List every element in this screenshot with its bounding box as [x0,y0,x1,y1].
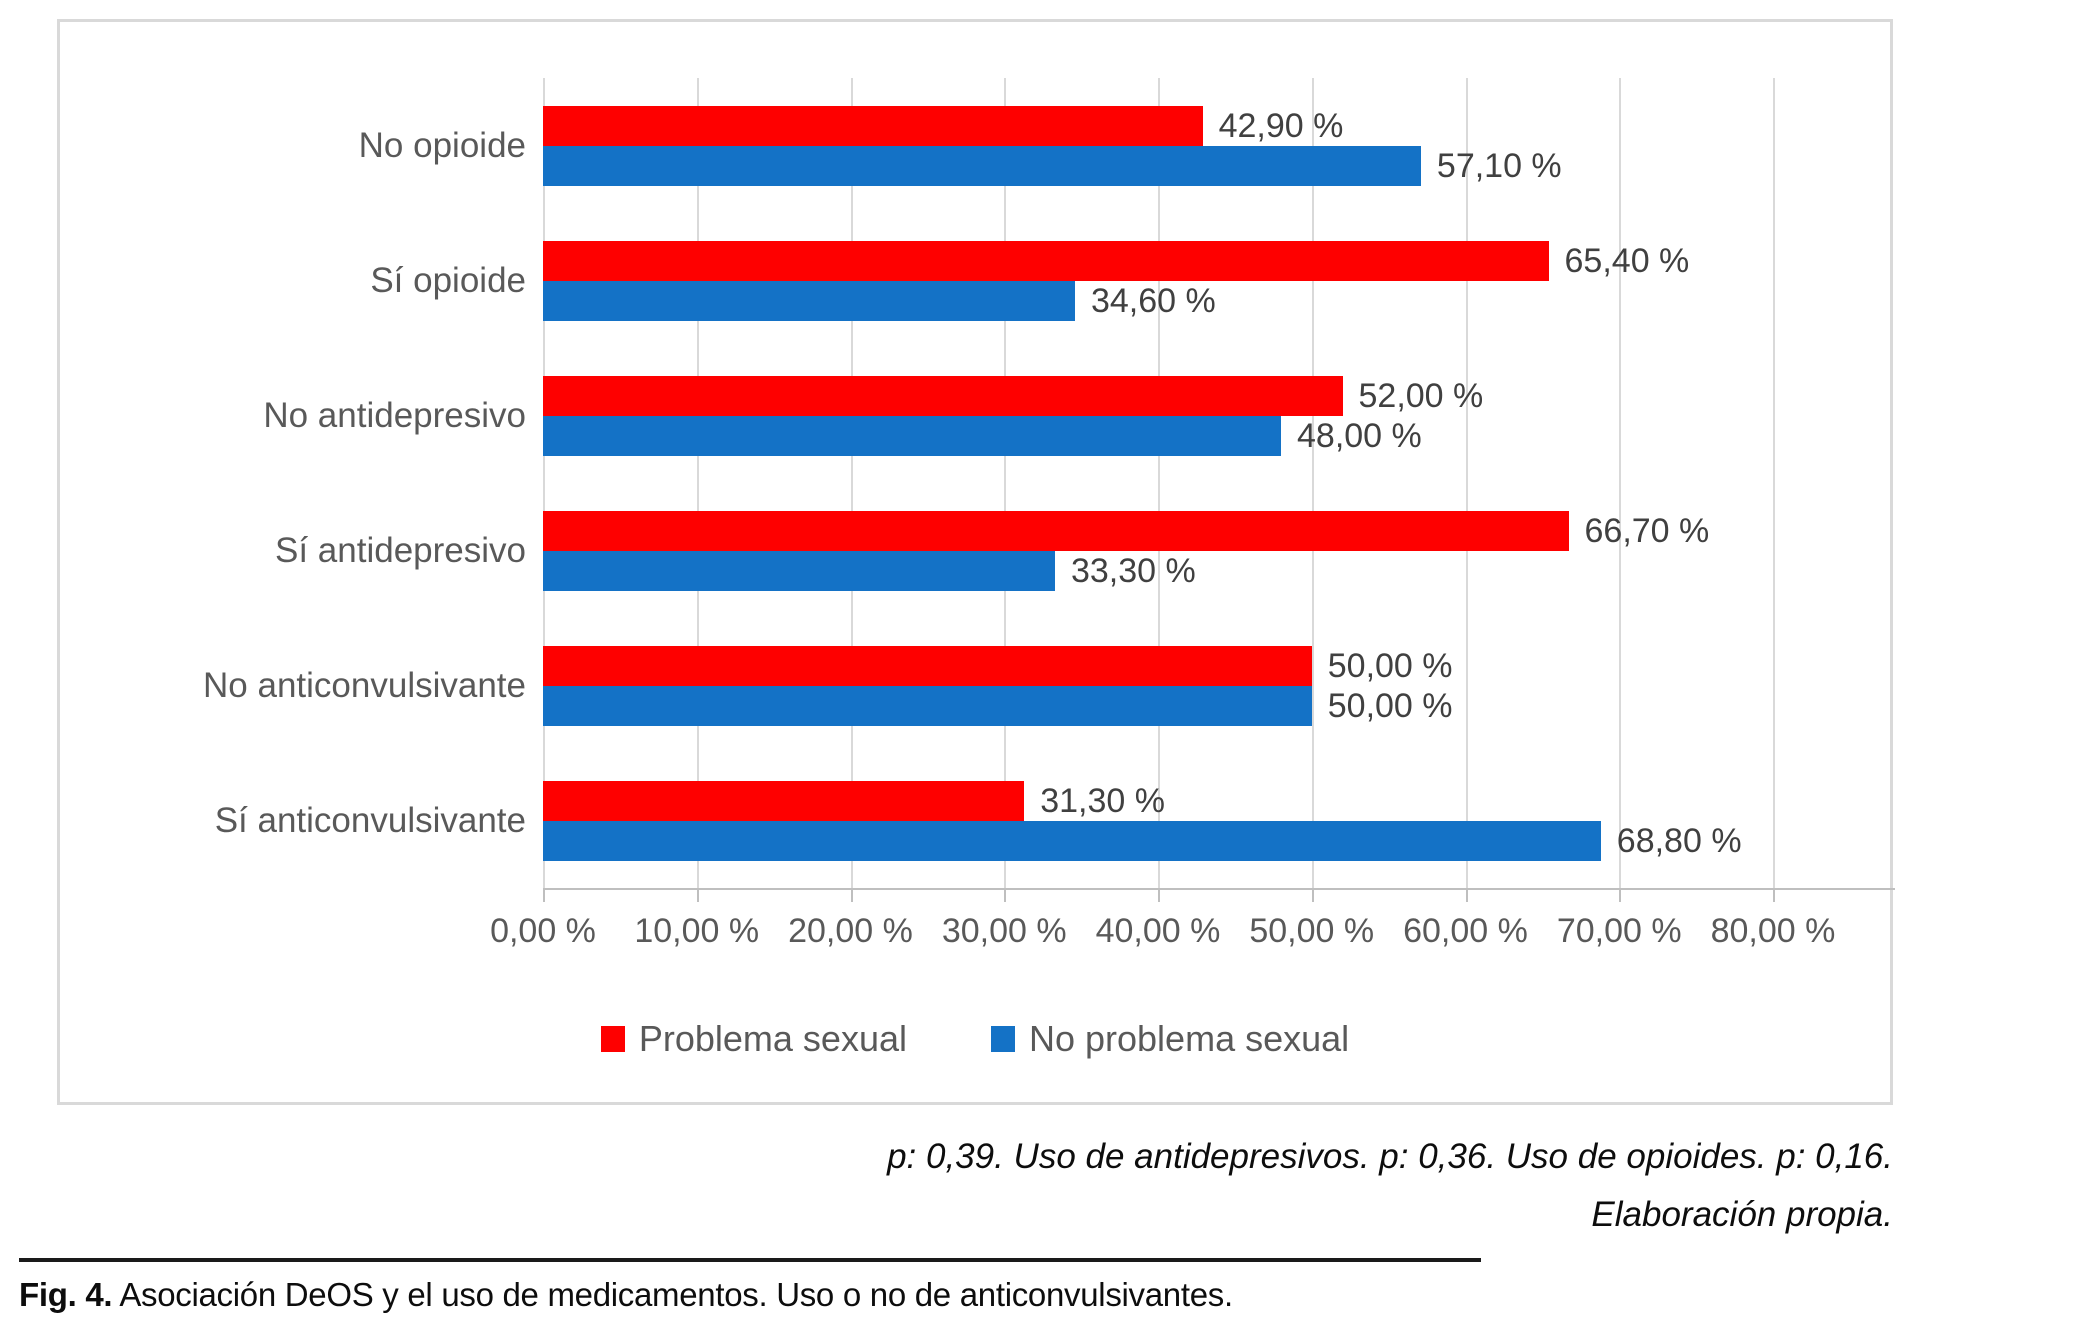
x-tick-label: 0,00 % [490,912,596,950]
legend-swatch-icon [990,1026,1015,1052]
data-label: 50,00 % [1327,687,1453,725]
category-label: No opioide [358,126,526,165]
gridline [1619,78,1622,888]
axis-tick [1773,888,1775,902]
caption-rule [19,1258,1481,1262]
category-label: Sí opioide [370,261,526,300]
category-label: Sí anticonvulsivante [214,801,526,840]
gridline [1311,78,1314,888]
bar-problema-sexual [543,511,1569,551]
x-tick-label: 10,00 % [634,912,760,950]
axis-tick [1311,888,1314,902]
figure-caption: Fig. 4. Asociación DeOS y el uso de medi… [19,1276,1233,1314]
gridline [1465,78,1468,888]
bar-problema-sexual [543,376,1343,416]
gridline [1158,78,1160,888]
gridline [1004,78,1007,888]
footnote: p: 0,39. Uso de antidepresivos. p: 0,36.… [887,1128,1893,1244]
plot-area: 42,90 % 57,10 % 65,40 % 34,60 % 52,00 % 48,00… [543,78,1895,902]
bar-no-problema-sexual [543,551,1055,591]
axis-tick [696,888,699,902]
legend-swatch-icon [600,1026,625,1052]
axis-tick [1158,888,1160,902]
data-label: 42,90 % [1218,107,1344,145]
data-label: 65,40 % [1564,242,1690,280]
x-tick-label: 70,00 % [1556,912,1682,950]
x-tick-label: 20,00 % [788,912,913,950]
category-label: Sí antidepresivo [275,531,526,570]
x-tick-label: 60,00 % [1403,912,1528,950]
legend: Problema sexual No problema sexual [60,1018,1890,1060]
legend-label: No problema sexual [1028,1018,1350,1059]
axis-tick [850,888,853,902]
legend-label: Problema sexual [638,1018,907,1059]
bar-problema-sexual [543,646,1312,686]
x-tick-label: 50,00 % [1249,912,1375,950]
footnote-line-1: p: 0,39. Uso de antidepresivos. p: 0,36.… [887,1137,1893,1176]
axis-tick [543,888,545,902]
gridline [1773,78,1775,888]
gridline [696,78,699,888]
x-tick-label: 80,00 % [1710,912,1836,950]
category-label: No antidepresivo [263,396,526,435]
legend-item: Problema sexual [600,1018,907,1060]
gridline [850,78,853,888]
category-label: No anticonvulsivante [203,666,526,705]
data-label: 68,80 % [1616,822,1742,860]
axis-tick [1619,888,1622,902]
bar-problema-sexual [543,781,1025,821]
chart-container: 42,90 % 57,10 % 65,40 % 34,60 % 52,00 % 48,00… [57,19,1895,1105]
bar-no-problema-sexual [543,821,1601,861]
x-tick-label: 40,00 % [1095,912,1221,950]
bar-no-problema-sexual [543,281,1075,321]
caption-text: Asociación DeOS y el uso de medicamentos… [119,1276,1233,1313]
data-label: 57,10 % [1436,147,1562,185]
data-label: 66,70 % [1584,512,1710,550]
data-label: 34,60 % [1090,282,1216,320]
caption-label: Fig. 4. [19,1276,113,1313]
gridline [543,78,545,888]
bar-problema-sexual [543,241,1549,281]
bar-no-problema-sexual [543,146,1421,186]
axis-tick [1004,888,1007,902]
legend-item: No problema sexual [990,1018,1350,1060]
x-tick-label: 30,00 % [941,912,1067,950]
bar-problema-sexual [543,106,1203,146]
data-label: 31,30 % [1040,782,1165,820]
bar-no-problema-sexual [543,686,1312,726]
footnote-line-2: Elaboración propia. [1591,1195,1893,1234]
data-label: 48,00 % [1297,417,1422,455]
data-label: 52,00 % [1358,377,1484,415]
bar-no-problema-sexual [543,416,1281,456]
data-label: 33,30 % [1070,552,1196,590]
axis-tick [1465,888,1468,902]
data-label: 50,00 % [1327,647,1453,685]
